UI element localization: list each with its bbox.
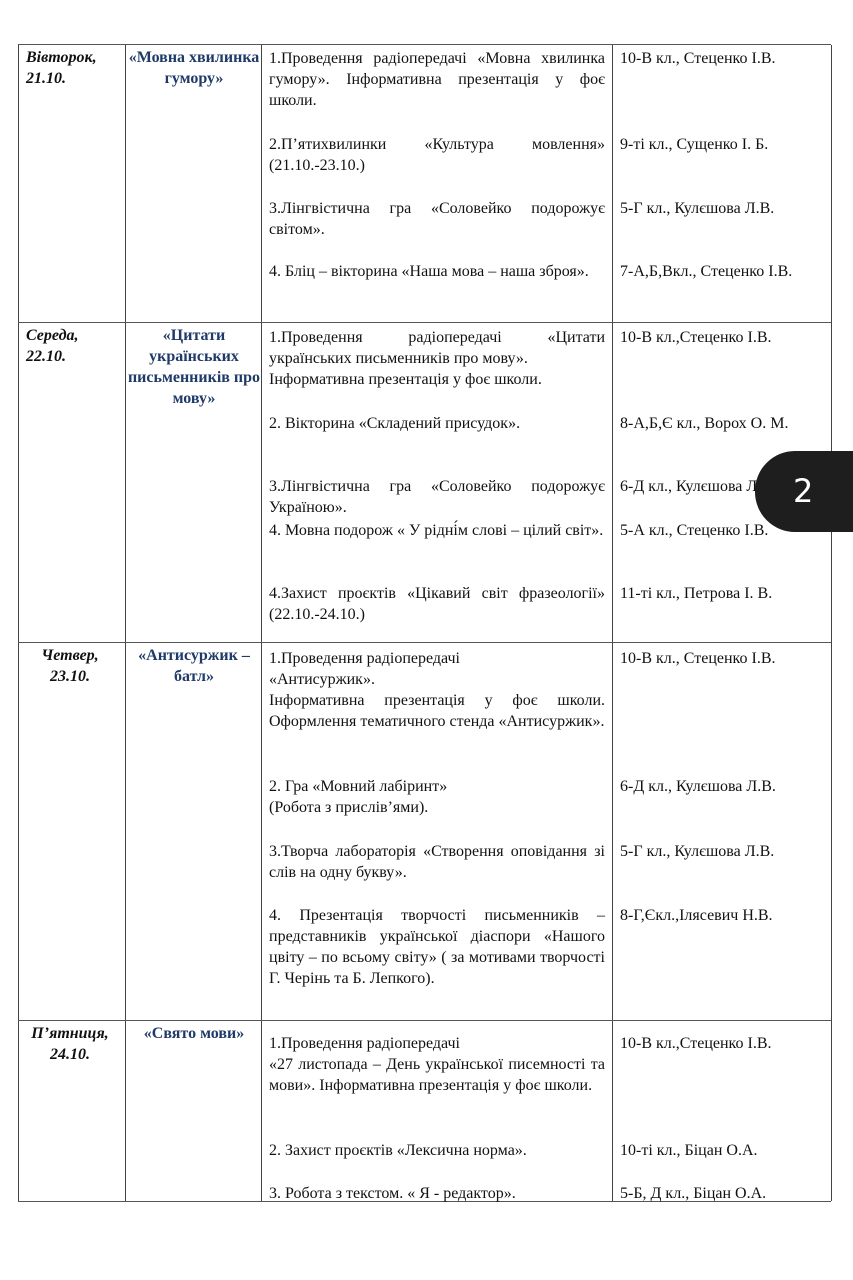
activity-cell: 4. Презентація творчості письменників – …	[269, 907, 605, 987]
responsible-cell: 10-В кл.,Стеценко І.В.	[620, 1035, 772, 1052]
column-divider	[831, 45, 832, 323]
column-divider	[125, 643, 126, 1021]
responsible-cell: 5-Б, Д кл., Біцан О.А.	[620, 1185, 767, 1202]
column-divider	[612, 643, 613, 1021]
activity-cell: 3.Лінгвістична гра «Соловейко подорожує …	[269, 478, 605, 516]
activity-cell: 3.Творча лабораторія «Створення оповідан…	[269, 843, 605, 881]
day-cell: Четвер, 23.10.	[41, 647, 99, 685]
column-divider	[18, 45, 19, 323]
day-cell: П’ятниця, 24.10.	[31, 1025, 109, 1063]
responsible-cell: 10-В кл., Стеценко І.В.	[620, 50, 776, 67]
activity-cell: 2.П’ятихвилинки «Культура мовлення» (21.…	[269, 136, 605, 174]
responsible-cell: 7-А,Б,Вкл., Стеценко І.В.	[620, 263, 793, 280]
activity-cell: 3.Лінгвістична гра «Соловейко подорожує …	[269, 200, 605, 238]
table-row: Вівторок, 21.10. «Мовна хвилинка гумору» 1…	[18, 44, 832, 323]
column-divider	[125, 45, 126, 323]
activity-cell: 4. Мовна подорож « У рідні́м слові – ціл…	[269, 522, 604, 539]
responsible-cell: 10-В кл.,Стеценко І.В.	[620, 329, 772, 346]
responsible-cell: 10-ті кл., Біцан О.А.	[620, 1142, 758, 1159]
activity-cell: 2. Вікторина «Складений присудок».	[269, 415, 521, 432]
responsible-cell: 6-Д кл., Кулєшова Л.В.	[620, 478, 776, 495]
column-divider	[261, 643, 262, 1021]
day-cell: Вівторок, 21.10.	[26, 49, 97, 87]
column-divider	[261, 323, 262, 643]
theme-cell: «Свято мови»	[143, 1025, 245, 1042]
schedule-table: Вівторок, 21.10. «Мовна хвилинка гумору» 1…	[18, 44, 832, 1202]
column-divider	[261, 45, 262, 323]
column-divider	[125, 1021, 126, 1201]
responsible-cell: 5-А кл., Стеценко І.В.	[620, 522, 769, 539]
column-divider	[18, 323, 19, 643]
responsible-cell: 8-А,Б,Є кл., Ворох О. М.	[620, 415, 789, 432]
column-divider	[831, 1021, 832, 1201]
table-row: Четвер, 23.10. «Антисуржик – батл» 1.Прове…	[18, 642, 832, 1021]
responsible-cell: 10-В кл., Стеценко І.В.	[620, 650, 776, 667]
activity-cell: 1.Проведення радіопередачі «27 листопада…	[269, 1035, 605, 1094]
responsible-cell: 8-Г,Єкл.,Ілясевич Н.В.	[620, 907, 773, 924]
activity-cell: 2. Гра «Мовний лабіринт» (Робота з присл…	[269, 778, 448, 816]
activity-cell: 3. Робота з текстом. « Я - редактор».	[269, 1185, 516, 1202]
activity-cell: 2. Захист проєктів «Лексична норма».	[269, 1142, 527, 1159]
responsible-cell: 6-Д кл., Кулєшова Л.В.	[620, 778, 776, 795]
column-divider	[612, 323, 613, 643]
theme-cell: «Цитати українських письменників про мов…	[127, 327, 261, 407]
column-divider	[18, 1021, 19, 1201]
activity-cell: 4. Бліц – вікторина «Наша мова – наша зб…	[269, 263, 589, 280]
activity-cell: 1.Проведення радіопередачі «Антисуржик».…	[269, 650, 605, 730]
theme-cell: «Антисуржик – батл»	[138, 647, 250, 685]
page-number-badge: 2	[755, 451, 853, 532]
responsible-cell: 9-ті кл., Сущенко І. Б.	[620, 136, 769, 153]
column-divider	[612, 1021, 613, 1201]
column-divider	[125, 323, 126, 643]
activity-cell: 1.Проведення радіопередачі «Цитати украї…	[269, 329, 605, 388]
activity-cell: 1.Проведення радіопередачі «Мовна хвилин…	[269, 50, 605, 109]
day-cell: Середа, 22.10.	[26, 327, 79, 365]
column-divider	[831, 643, 832, 1021]
theme-cell: «Мовна хвилинка гумору»	[128, 49, 260, 87]
responsible-cell: 11-ті кл., Петрова І. В.	[620, 585, 773, 602]
column-divider	[261, 1021, 262, 1201]
table-row: Середа, 22.10. «Цитати українських письме…	[18, 322, 832, 643]
responsible-cell: 5-Г кл., Кулєшова Л.В.	[620, 843, 775, 860]
activity-cell: 4.Захист проєктів «Цікавий світ фразеоло…	[269, 585, 605, 623]
responsible-cell: 5-Г кл., Кулєшова Л.В.	[620, 200, 775, 217]
column-divider	[612, 45, 613, 323]
table-row: П’ятниця, 24.10. «Свято мови» 1.Проведення…	[18, 1020, 832, 1202]
column-divider	[18, 643, 19, 1021]
